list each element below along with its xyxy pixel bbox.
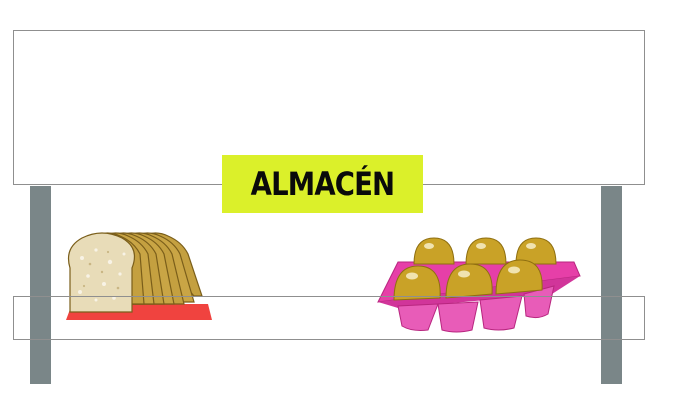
- sliced-bread-icon: [66, 232, 212, 320]
- left-shelf-post: [30, 186, 51, 384]
- shelf-board: [13, 296, 645, 340]
- store-name-label: ALMACÉN: [250, 165, 395, 203]
- egg-carton-icon: [377, 237, 581, 333]
- right-shelf-post: [601, 186, 622, 384]
- store-name-plate: ALMACÉN: [222, 155, 423, 213]
